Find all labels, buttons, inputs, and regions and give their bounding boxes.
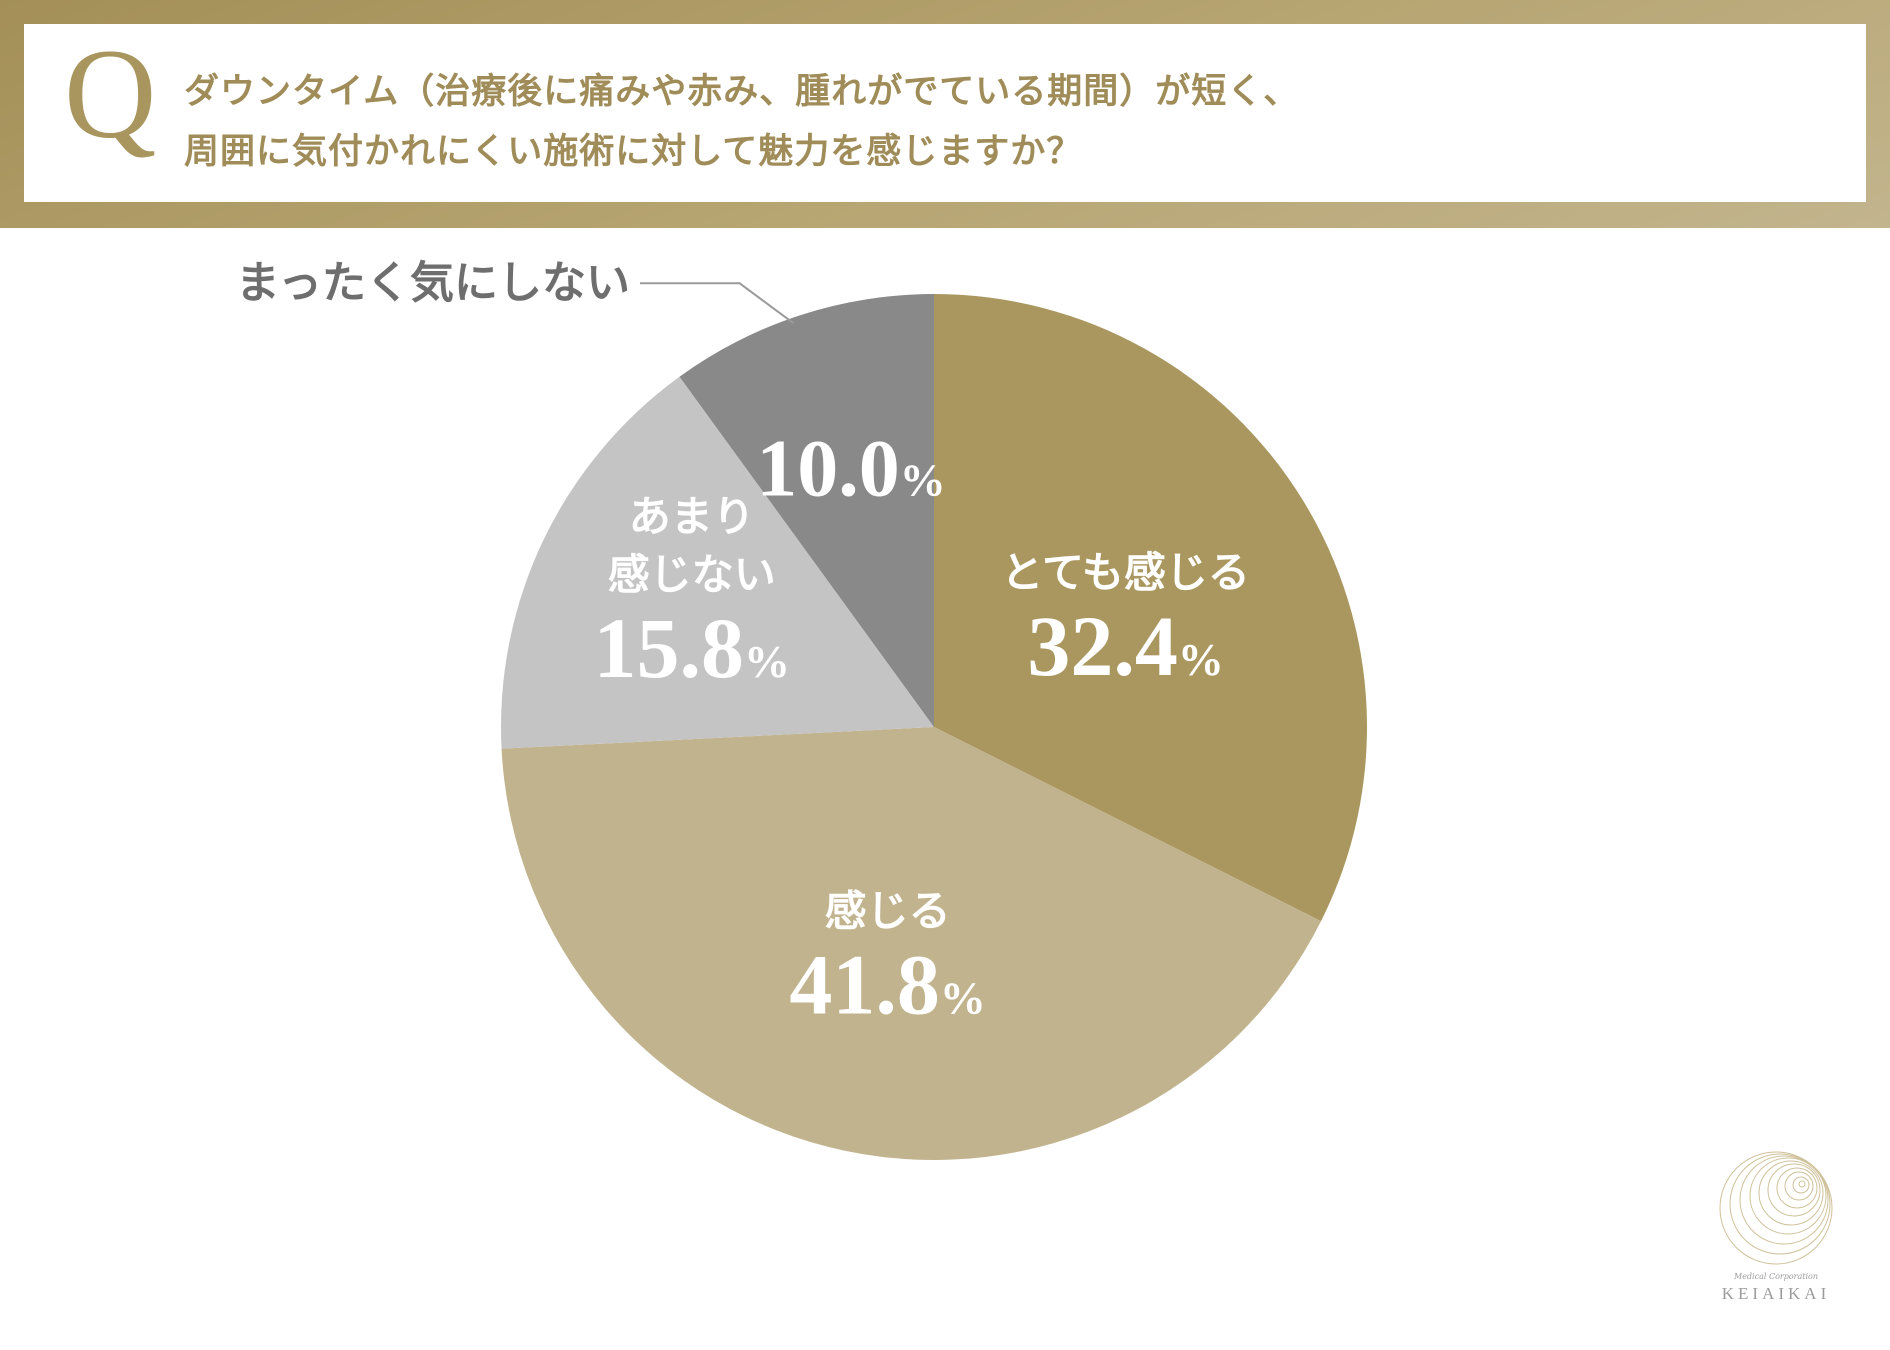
slice-value-1: 32.4% xyxy=(1027,598,1224,694)
slice-value-2: 41.8% xyxy=(789,936,986,1032)
slice-label-3-line-2: 感じない xyxy=(608,550,776,599)
slice-label-4: まったく気にしない xyxy=(236,257,630,308)
question-line-1: ダウンタイム（治療後に痛みや赤み、腫れがでている期間）が短く、 xyxy=(184,71,1300,112)
slice-label-1: とても感じる xyxy=(1001,548,1250,597)
slice-value-3: 15.8% xyxy=(594,600,791,696)
slice-label-2: 感じる xyxy=(825,886,951,935)
slice-label-3-line-1: あまり xyxy=(629,492,755,541)
keiaikai-logo: Medical Corporation KEIAIKAI xyxy=(1708,1150,1844,1310)
slice-value-4: 10.0% xyxy=(756,423,946,514)
logo-name: KEIAIKAI xyxy=(1721,1284,1831,1303)
question-mark: Q xyxy=(64,23,157,165)
question-box: Q ダウンタイム（治療後に痛みや赤み、腫れがでている期間）が短く、 周囲に気付か… xyxy=(24,24,1866,202)
question-banner: Q ダウンタイム（治療後に痛みや赤み、腫れがでている期間）が短く、 周囲に気付か… xyxy=(0,0,1890,228)
leader-line xyxy=(640,282,795,325)
pie-slice-4 xyxy=(679,294,934,727)
question-line-2: 周囲に気付かれにくい施術に対して魅力を感じますか？ xyxy=(184,131,1083,172)
logo-subtitle: Medical Corporation xyxy=(1734,1272,1818,1281)
pie-slice-1 xyxy=(934,294,1367,922)
question-text: ダウンタイム（治療後に痛みや赤み、腫れがでている期間）が短く、 周囲に気付かれに… xyxy=(184,62,1844,182)
pie-slice-2 xyxy=(501,727,1322,1160)
pie-slice-3 xyxy=(501,376,934,749)
spiral-logo-icon xyxy=(1719,1151,1833,1265)
slice-label-group-4: 10.0% まったく気にしない xyxy=(236,257,946,513)
